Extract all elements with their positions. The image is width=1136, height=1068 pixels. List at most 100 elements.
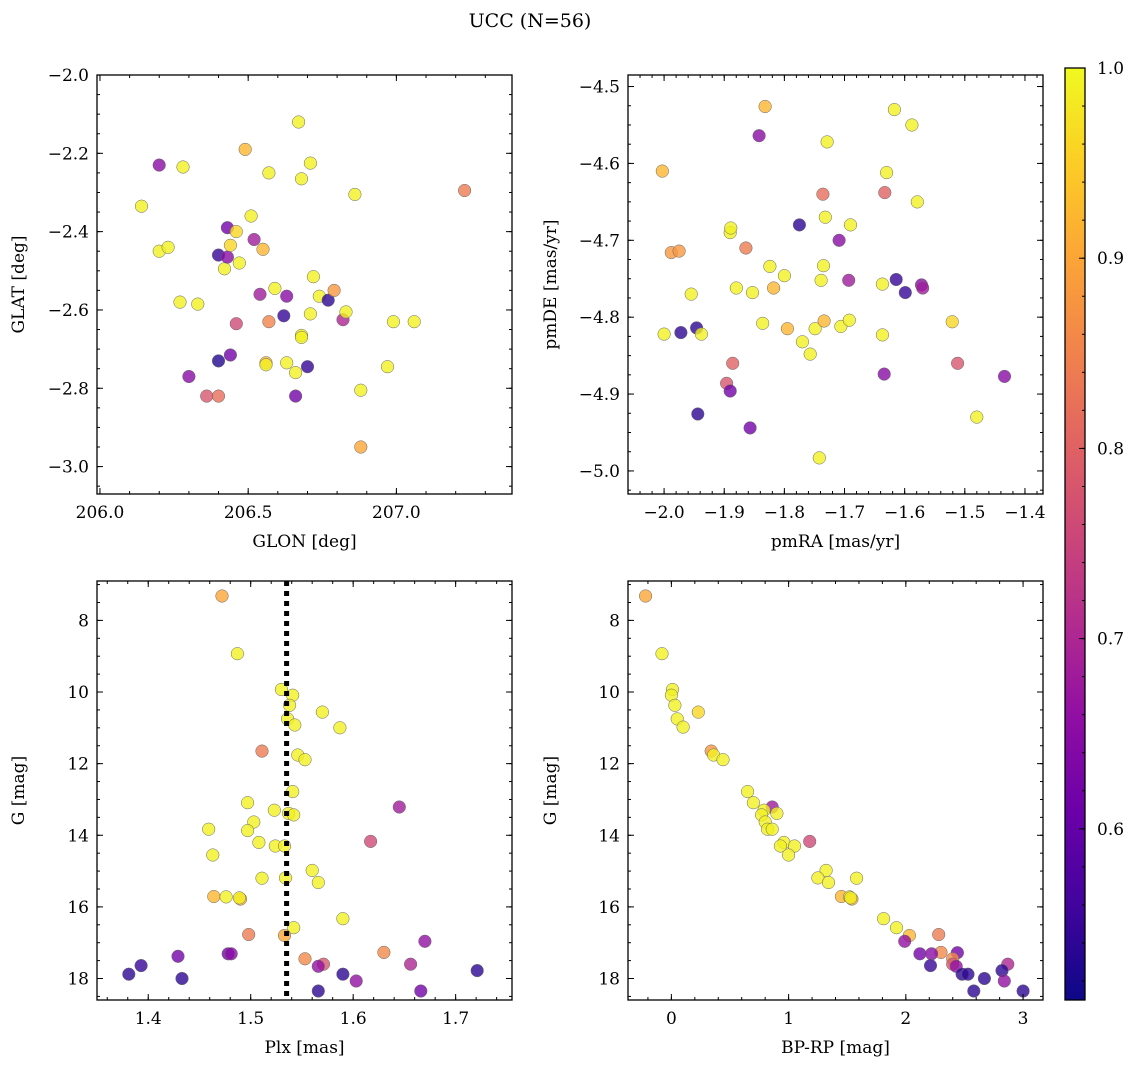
data-point bbox=[875, 328, 889, 342]
data-point bbox=[311, 959, 325, 973]
data-point bbox=[241, 824, 255, 838]
data-point bbox=[458, 183, 472, 198]
data-point bbox=[932, 927, 946, 942]
colorbar-tick-label: 0.6 bbox=[1097, 820, 1124, 840]
data-point bbox=[816, 187, 830, 201]
x-tick-label: −1.8 bbox=[764, 503, 805, 523]
x-tick-label: 2 bbox=[900, 1009, 911, 1029]
data-point bbox=[311, 875, 325, 890]
y-tick-label: −2.0 bbox=[48, 66, 89, 86]
data-point bbox=[724, 221, 738, 235]
y-tick-label: 12 bbox=[598, 755, 620, 775]
data-point bbox=[782, 848, 796, 862]
data-point bbox=[211, 389, 226, 403]
data-point bbox=[122, 967, 136, 981]
data-point bbox=[215, 589, 229, 603]
data-point bbox=[961, 967, 975, 981]
x-axis-label: Plx [mas] bbox=[264, 1038, 344, 1058]
y-tick-label: 12 bbox=[67, 755, 89, 775]
data-point bbox=[289, 389, 303, 403]
data-point bbox=[294, 330, 309, 344]
data-point bbox=[844, 891, 858, 905]
data-point bbox=[333, 721, 347, 735]
data-point bbox=[655, 164, 669, 178]
data-point bbox=[898, 286, 912, 300]
data-point bbox=[916, 281, 930, 295]
colorbar-frame bbox=[1064, 67, 1086, 1001]
data-point bbox=[414, 984, 428, 998]
scatter-points bbox=[655, 99, 1012, 465]
scatter-points bbox=[122, 589, 484, 998]
data-point bbox=[745, 286, 760, 300]
data-point bbox=[294, 172, 309, 186]
data-point bbox=[997, 369, 1012, 383]
data-point bbox=[306, 270, 320, 284]
y-axis-label: G [mag] bbox=[9, 756, 29, 825]
y-tick-label: 16 bbox=[67, 898, 89, 918]
colorbar-tick-label: 1.0 bbox=[1097, 59, 1124, 79]
data-point bbox=[244, 209, 258, 223]
data-point bbox=[820, 135, 834, 149]
data-point bbox=[842, 313, 856, 327]
data-point bbox=[298, 952, 312, 966]
data-point bbox=[336, 967, 350, 981]
x-axis-label: pmRA [mas/yr] bbox=[771, 532, 900, 552]
y-tick-label: −2.6 bbox=[48, 301, 89, 321]
data-point bbox=[252, 835, 266, 849]
data-point bbox=[767, 281, 781, 295]
data-point bbox=[795, 335, 809, 349]
data-point bbox=[229, 225, 243, 239]
y-tick-label: 14 bbox=[67, 826, 89, 846]
data-point bbox=[910, 195, 924, 209]
x-tick-label: −1.4 bbox=[1004, 503, 1045, 523]
data-point bbox=[339, 305, 353, 319]
data-point bbox=[292, 115, 306, 129]
y-axis-label: pmDE [mas/yr] bbox=[541, 219, 561, 349]
data-point bbox=[821, 875, 836, 890]
data-point bbox=[694, 327, 708, 341]
data-point bbox=[726, 356, 740, 370]
data-point bbox=[967, 984, 981, 998]
data-point bbox=[238, 142, 252, 156]
data-point bbox=[300, 360, 315, 374]
data-point bbox=[889, 272, 903, 287]
data-point bbox=[134, 199, 149, 213]
data-point bbox=[691, 705, 705, 719]
data-point bbox=[843, 218, 858, 232]
axes-frame bbox=[96, 74, 513, 495]
data-point bbox=[230, 647, 244, 661]
data-point bbox=[676, 720, 690, 734]
data-point bbox=[913, 947, 927, 961]
data-point bbox=[418, 934, 432, 948]
y-tick-label: 18 bbox=[67, 970, 89, 990]
data-point bbox=[657, 327, 671, 341]
y-tick-label: −2.2 bbox=[48, 144, 89, 164]
data-point bbox=[152, 158, 166, 172]
y-tick-label: 8 bbox=[78, 611, 89, 631]
data-point bbox=[923, 959, 938, 973]
data-point bbox=[354, 383, 368, 397]
data-point bbox=[232, 891, 246, 905]
data-point bbox=[803, 834, 817, 848]
data-point bbox=[808, 322, 822, 336]
data-point bbox=[242, 927, 256, 942]
y-tick-label: −2.8 bbox=[48, 379, 89, 399]
data-point bbox=[298, 753, 312, 767]
data-point bbox=[354, 440, 368, 454]
x-tick-label: −1.6 bbox=[884, 503, 925, 523]
data-point bbox=[674, 326, 688, 340]
data-point bbox=[176, 160, 190, 174]
data-point bbox=[723, 384, 737, 398]
data-point bbox=[878, 186, 892, 200]
data-point bbox=[746, 796, 760, 810]
data-point bbox=[348, 187, 362, 201]
data-point bbox=[818, 210, 832, 224]
x-tick-label: −2.0 bbox=[643, 503, 684, 523]
y-tick-label: −5.0 bbox=[579, 462, 620, 482]
x-tick-label: 1.4 bbox=[135, 1009, 162, 1029]
data-point bbox=[925, 947, 939, 961]
x-tick-label: 0 bbox=[666, 1009, 677, 1029]
y-tick-label: 14 bbox=[598, 826, 620, 846]
